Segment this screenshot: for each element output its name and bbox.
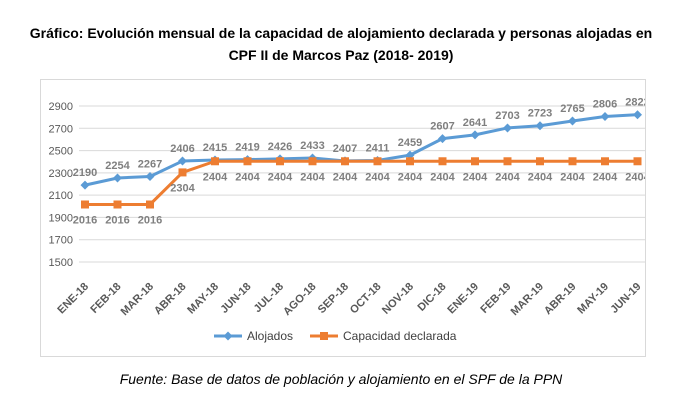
data-label: 2703 (495, 110, 519, 122)
data-label: 2016 (73, 215, 97, 227)
data-point-capacidad (373, 157, 382, 166)
chart-frame: 1500 1700 1900 2100 2300 2500 2700 2900 ENE-18 FE… (40, 79, 646, 357)
data-point-capacidad (503, 157, 512, 166)
data-label: 2607 (430, 121, 454, 133)
data-point-capacidad (341, 157, 349, 166)
data-label: 2016 (105, 215, 129, 227)
data-point-capacidad (308, 157, 317, 166)
data-label: 2806 (593, 98, 617, 110)
data-label: 2641 (463, 117, 487, 129)
data-label: 2411 (366, 142, 390, 154)
legend-marker-diamond (223, 331, 233, 341)
series-line-1 (84, 113, 638, 187)
data-label: 2267 (138, 159, 162, 171)
data-point-alojados (113, 173, 122, 183)
data-point-capacidad (633, 157, 642, 166)
data-label: 2404 (268, 171, 293, 183)
data-point-capacidad (81, 200, 89, 209)
y-tick-label: 1700 (49, 235, 73, 247)
line-chart: 15001700190021002300250027002900ENE-18FE… (49, 97, 645, 343)
data-point-alojados (535, 121, 545, 131)
data-label: 2426 (268, 141, 292, 153)
x-tick-label: ENE-19 (445, 281, 481, 317)
data-point-capacidad (276, 157, 284, 166)
data-point-alojados (145, 172, 155, 182)
data-point-capacidad (568, 157, 577, 166)
data-point-capacidad (113, 200, 122, 209)
data-point-capacidad (406, 157, 414, 166)
data-label: 2433 (300, 140, 324, 152)
x-tick-label: OCT-18 (348, 281, 384, 317)
data-label: 2404 (398, 171, 423, 183)
x-tick-label: MAY-19 (575, 281, 611, 317)
legend-label-2: Capacidad declarada (343, 329, 457, 343)
data-point-capacidad (146, 200, 154, 209)
data-point-capacidad (438, 157, 447, 166)
x-tick-label: MAY-18 (185, 281, 221, 317)
data-label: 2404 (365, 171, 390, 183)
data-point-capacidad (471, 157, 479, 166)
data-label: 2404 (235, 171, 260, 183)
data-point-capacidad (243, 157, 252, 166)
data-label: 2407 (333, 143, 357, 155)
legend-marker-square (320, 332, 328, 340)
data-point-capacidad (601, 157, 609, 166)
x-tick-label: AGO-18 (281, 281, 318, 318)
data-point-capacidad (536, 157, 544, 166)
data-point-capacidad (178, 168, 187, 177)
x-tick-label: NOV-18 (380, 281, 416, 317)
y-tick-label: 2700 (49, 123, 73, 135)
y-tick-label: 2500 (49, 146, 73, 158)
data-label: 2404 (625, 171, 645, 183)
data-label: 2016 (138, 215, 162, 227)
y-tick-label: 2300 (49, 168, 73, 180)
data-label: 2404 (203, 171, 228, 183)
data-label: 2404 (560, 171, 585, 183)
y-tick-label: 2100 (49, 190, 73, 202)
x-tick-label: JUN-19 (608, 281, 643, 316)
data-label: 2404 (430, 171, 455, 183)
x-tick-label: SEP-18 (316, 281, 351, 316)
chart-title-line-2: CPF II de Marcos Paz (2018- 2019) (228, 47, 454, 63)
data-label: 2419 (235, 142, 259, 154)
data-label: 2190 (73, 167, 97, 179)
data-label: 2404 (333, 171, 358, 183)
x-tick-label: JUN-18 (218, 281, 253, 316)
data-label: 2304 (170, 182, 195, 194)
data-point-alojados (503, 123, 512, 133)
data-point-alojados (178, 156, 187, 166)
data-label: 2723 (528, 108, 552, 120)
x-tick-label: ABR-18 (152, 281, 189, 318)
data-point-alojados (600, 111, 610, 121)
data-label: 2254 (105, 160, 130, 172)
data-label: 2406 (170, 143, 194, 155)
data-label: 2765 (560, 103, 584, 115)
data-label: 2404 (300, 171, 325, 183)
data-label: 2404 (593, 171, 618, 183)
data-label: 2404 (528, 171, 553, 183)
data-label: 2459 (398, 137, 422, 149)
data-label: 2415 (203, 142, 227, 154)
y-tick-label: 2900 (49, 101, 73, 113)
x-tick-label: ABR-19 (542, 281, 579, 318)
series-line-2 (85, 159, 638, 207)
x-tick-label: DIC-18 (415, 281, 448, 314)
chart-title-line-1: Gráfico: Evolución mensual de la capacid… (29, 25, 653, 41)
data-point-alojados (438, 134, 447, 144)
data-label: 2404 (463, 171, 488, 183)
source-caption: Fuente: Base de datos de población y alo… (119, 371, 563, 387)
x-tick-label: MAR-18 (119, 281, 156, 318)
data-point-alojados (470, 130, 480, 140)
data-point-alojados (80, 180, 90, 190)
data-point-alojados (633, 110, 642, 120)
x-tick-label: ENE-18 (55, 281, 91, 317)
y-tick-label: 1900 (49, 212, 73, 224)
data-label: 2404 (495, 171, 520, 183)
x-tick-label: MAR-19 (509, 281, 546, 318)
legend-label-1: Alojados (247, 329, 293, 343)
data-point-alojados (568, 116, 577, 126)
data-point-capacidad (211, 157, 219, 166)
y-tick-label: 1500 (49, 257, 73, 269)
